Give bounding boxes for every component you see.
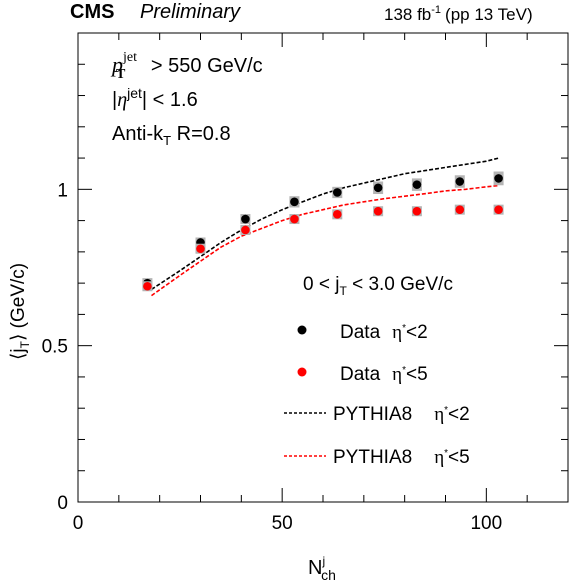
annotation-pt-cut: pjet T > 550 GeV/c: [110, 50, 263, 82]
legend-eta-symbol: η: [434, 404, 444, 425]
data-point: [241, 225, 250, 235]
x-title-superscript: j: [321, 554, 325, 568]
data-point: [196, 244, 205, 254]
legend-label-pythia-black: PYTHIA8 η*<2: [333, 404, 470, 425]
legend-marker-data-red: [297, 367, 307, 377]
data-point: [332, 210, 342, 219]
pt-symbol: p: [110, 52, 123, 77]
legend-name: Data: [340, 364, 381, 385]
chart-header-status: Preliminary: [140, 1, 241, 23]
eta-pre: |: [112, 89, 117, 111]
legend-eta-star: *: [402, 365, 406, 376]
pt-subscript: T: [116, 67, 126, 82]
legend-eta-symbol: η: [392, 322, 402, 343]
algo-subscript: T: [163, 133, 171, 148]
legend-name: Data: [340, 322, 381, 343]
eta-rest: | < 1.6: [142, 89, 198, 111]
x-title-subscript: ch: [321, 567, 336, 582]
legend-cond: <2: [448, 404, 470, 425]
x-axis-title: Nj ch: [308, 554, 336, 582]
legend-cond: <5: [406, 364, 428, 385]
data-point: [412, 206, 422, 216]
annotation-algorithm: Anti-kT R=0.8: [112, 123, 231, 148]
legend-label-data-black: Data η*<2: [340, 322, 428, 343]
data-point: [373, 206, 383, 216]
annotation-jt-range: 0 < jT < 3.0 GeV/c: [303, 274, 453, 298]
legend-eta-star: *: [444, 405, 448, 416]
legend-cond: <2: [406, 322, 428, 343]
algo-pre: Anti-k: [112, 123, 164, 145]
data-point: [143, 281, 152, 291]
legend-cond: <5: [448, 447, 470, 468]
legend-name: PYTHIA8: [333, 447, 412, 468]
series-line-2: [151, 157, 499, 291]
eta-superscript: jet: [126, 85, 142, 101]
lumi-energy: (pp 13 TeV): [445, 5, 533, 24]
jt-rest: < 3.0 GeV/c: [347, 274, 453, 295]
series-line-3: [151, 184, 499, 297]
x-tick-label: 100: [470, 513, 502, 534]
legend: Data η*<2 Data η*<5 PYTHIA8 η*<2 PYTHIA8 η*<…: [284, 322, 470, 468]
chart-header-experiment: CMS: [70, 1, 114, 23]
lumi-value: 138 fb: [384, 5, 431, 24]
legend-eta-symbol: η: [392, 364, 402, 385]
legend-eta-symbol: η: [434, 447, 444, 468]
data-point: [455, 177, 465, 186]
data-point: [494, 174, 503, 183]
x-title-main: N: [308, 557, 322, 579]
x-tick-label: 0: [73, 513, 84, 534]
lumi-exponent: -1: [431, 4, 441, 16]
annotation-eta-cut: |ηjet| < 1.6: [112, 85, 198, 111]
y-tick-label: 1: [57, 180, 68, 201]
y-tick-label: 0: [57, 493, 68, 514]
data-point: [373, 183, 383, 193]
legend-name: PYTHIA8: [333, 404, 412, 425]
y-title-post: ⟩ (GeV/c): [8, 263, 29, 341]
legend-eta-star: *: [402, 323, 406, 334]
eta-symbol: η: [117, 89, 127, 111]
legend-eta-star: *: [444, 448, 448, 459]
chart-marks: [142, 157, 504, 297]
legend-label-pythia-red: PYTHIA8 η*<5: [333, 447, 470, 468]
y-title-subscript: T: [18, 340, 32, 348]
axis-tick-labels: 0 50 100 0 0.5 1: [42, 180, 503, 534]
legend-marker-data-black: [297, 325, 307, 335]
jt-subscript: T: [339, 284, 347, 298]
chart-header-lumi: 138 fb-1 (pp 13 TeV): [384, 4, 533, 24]
algo-rest: R=0.8: [171, 123, 230, 145]
legend-label-data-red: Data η*<5: [340, 364, 428, 385]
data-point: [241, 214, 250, 224]
data-point: [412, 180, 422, 189]
axis-ticks: [77, 32, 569, 503]
data-point: [494, 205, 503, 214]
data-point: [455, 205, 465, 214]
y-title-pre: ⟨j: [8, 348, 29, 360]
data-point: [290, 197, 299, 207]
pt-rest: > 550 GeV/c: [145, 55, 262, 77]
data-point: [332, 188, 342, 197]
jt-pre: 0 < j: [303, 274, 339, 295]
data-point: [290, 214, 299, 224]
y-tick-label: 0.5: [42, 337, 68, 358]
pt-superscript: jet: [122, 50, 137, 65]
y-axis-title: ⟨jT⟩ (GeV/c): [8, 263, 32, 360]
x-tick-label: 50: [272, 513, 293, 534]
